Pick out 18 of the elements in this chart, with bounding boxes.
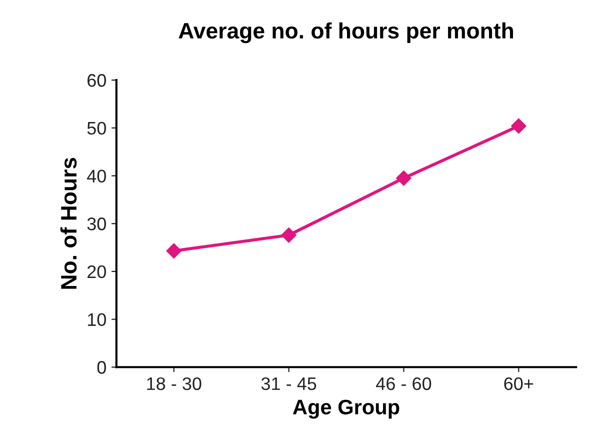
x-tick-label: 18 - 30	[147, 377, 202, 390]
y-axis-title: No. of Hours	[60, 158, 77, 289]
point	[396, 170, 412, 186]
y-tick-label: 0	[97, 361, 106, 374]
y-tick-label: 40	[87, 170, 106, 182]
point	[511, 118, 526, 134]
y-tick-label: 10	[88, 313, 106, 326]
x-axis-title: Age Group	[292, 400, 400, 419]
y-tick-label: 50	[87, 122, 106, 135]
x-tick-label: 31 - 45	[261, 377, 316, 390]
point	[166, 243, 182, 258]
x-tick-label: 46 - 60	[376, 377, 432, 390]
y-tick-label: 60	[88, 74, 106, 87]
point	[281, 228, 296, 243]
chart-title: Average no. of hours per month	[178, 22, 514, 44]
y-tick-label: 30	[87, 218, 106, 230]
y-tick-label: 20	[88, 265, 106, 278]
x-tick-label: 60+	[504, 377, 534, 390]
